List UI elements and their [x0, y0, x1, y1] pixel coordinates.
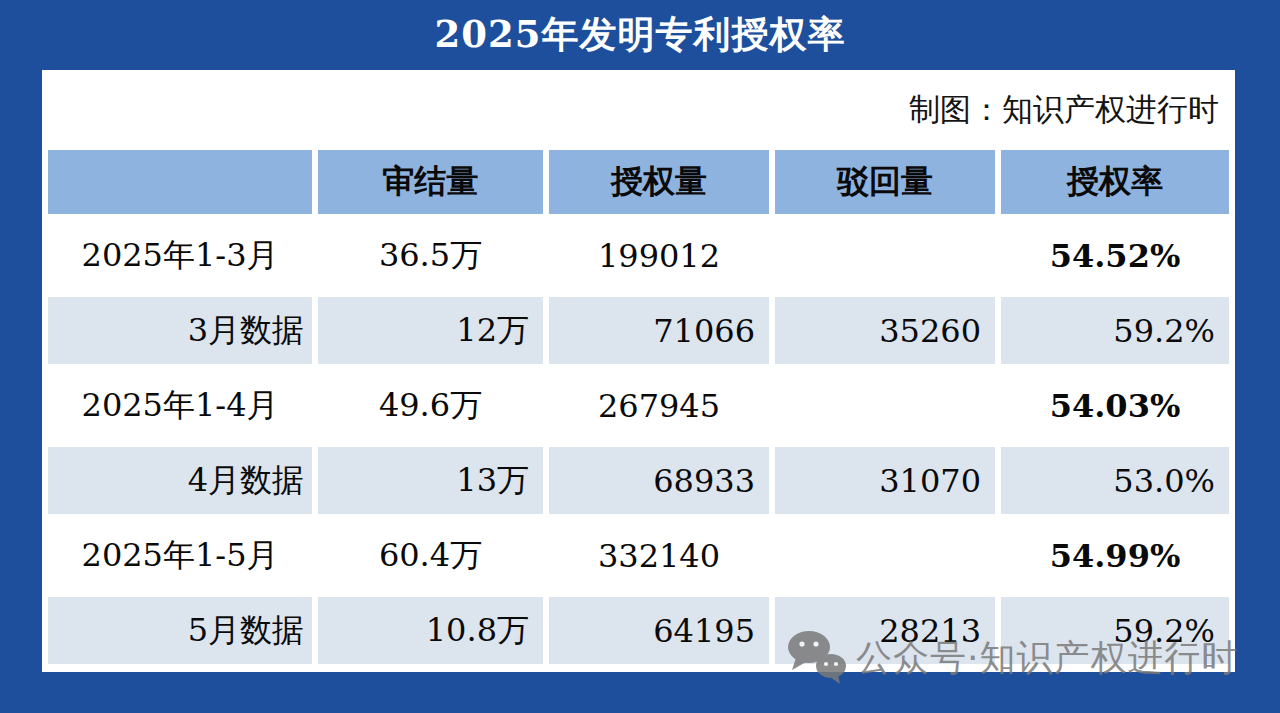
row-label: 3月数据 [48, 297, 312, 364]
cell-examined: 60.4万 [318, 518, 543, 593]
page-title: 2025年发明专利授权率 [0, 0, 1280, 70]
watermark: 公众号·知识产权进行时 [786, 630, 1238, 686]
header-cell-rejected: 驳回量 [775, 150, 995, 214]
cell-rejected: 35260 [775, 297, 995, 364]
cell-examined: 36.5万 [318, 218, 543, 293]
watermark-text: 公众号·知识产权进行时 [856, 634, 1238, 683]
cell-examined: 10.8万 [318, 597, 543, 664]
wechat-icon [786, 630, 848, 686]
cell-granted: 267945 [549, 368, 769, 443]
table-row-monthly: 3月数据 12万 71066 35260 59.2% [42, 293, 1235, 368]
row-label: 4月数据 [48, 447, 312, 514]
table-card: 制图：知识产权进行时 审结量 授权量 驳回量 授权率 2025年1-3月 36.… [42, 70, 1235, 672]
cell-rate: 54.52% [1001, 218, 1229, 293]
cell-rate: 53.0% [1001, 447, 1229, 514]
cell-granted: 71066 [549, 297, 769, 364]
cell-examined: 49.6万 [318, 368, 543, 443]
cell-rejected [775, 518, 995, 593]
table-row-monthly: 4月数据 13万 68933 31070 53.0% [42, 443, 1235, 518]
cell-granted: 68933 [549, 447, 769, 514]
table-row-cumulative: 2025年1-5月 60.4万 332140 54.99% [42, 518, 1235, 593]
row-label: 2025年1-4月 [48, 368, 312, 443]
header-cell-rate: 授权率 [1001, 150, 1229, 214]
cell-rejected [775, 368, 995, 443]
table-row-cumulative: 2025年1-4月 49.6万 267945 54.03% [42, 368, 1235, 443]
row-label: 2025年1-3月 [48, 218, 312, 293]
cell-rate: 59.2% [1001, 297, 1229, 364]
credit-line: 制图：知识产权进行时 [42, 70, 1235, 150]
cell-rate: 54.03% [1001, 368, 1229, 443]
header-cell-examined: 审结量 [318, 150, 543, 214]
cell-rate: 54.99% [1001, 518, 1229, 593]
row-label: 5月数据 [48, 597, 312, 664]
header-cell-granted: 授权量 [549, 150, 769, 214]
cell-granted: 199012 [549, 218, 769, 293]
cell-granted: 332140 [549, 518, 769, 593]
table-row-cumulative: 2025年1-3月 36.5万 199012 54.52% [42, 218, 1235, 293]
header-cell-blank [48, 150, 312, 214]
cell-granted: 64195 [549, 597, 769, 664]
cell-rejected: 31070 [775, 447, 995, 514]
cell-rejected [775, 218, 995, 293]
table-header-row: 审结量 授权量 驳回量 授权率 [42, 150, 1235, 218]
row-label: 2025年1-5月 [48, 518, 312, 593]
cell-examined: 13万 [318, 447, 543, 514]
cell-examined: 12万 [318, 297, 543, 364]
